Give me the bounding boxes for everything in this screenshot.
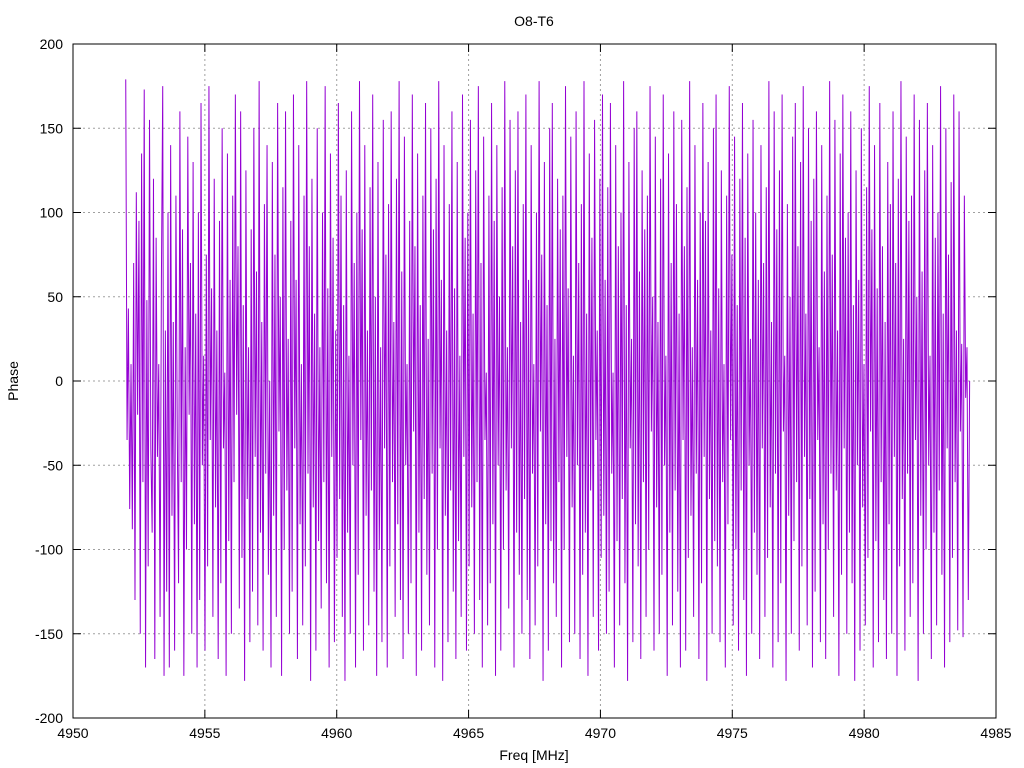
y-tick-label: -200 bbox=[35, 710, 63, 726]
x-tick-label: 4970 bbox=[585, 725, 616, 741]
x-axis-title: Freq [MHz] bbox=[499, 747, 568, 763]
x-tick-label: 4985 bbox=[980, 725, 1011, 741]
chart-title: O8-T6 bbox=[514, 13, 554, 29]
y-tick-label: 50 bbox=[47, 289, 63, 305]
series-layer bbox=[125, 79, 971, 681]
y-tick-label: -150 bbox=[35, 626, 63, 642]
y-tick-label: 100 bbox=[40, 205, 64, 221]
x-tick-label: 4950 bbox=[57, 725, 88, 741]
tick-labels: 4950 4955 4960 4965 4970 4975 4980 4985 -200 -150… bbox=[35, 36, 1012, 741]
y-tick-label: 150 bbox=[40, 120, 64, 136]
series-line-0 bbox=[125, 79, 971, 681]
x-tick-label: 4960 bbox=[321, 725, 352, 741]
x-tick-label: 4980 bbox=[849, 725, 880, 741]
y-axis-title: Phase bbox=[5, 361, 21, 401]
x-tick-label: 4965 bbox=[453, 725, 484, 741]
y-tick-label: 0 bbox=[55, 373, 63, 389]
y-tick-label: -100 bbox=[35, 542, 63, 558]
y-tick-label: 200 bbox=[40, 36, 64, 52]
y-tick-label: -50 bbox=[43, 457, 63, 473]
x-tick-label: 4955 bbox=[189, 725, 220, 741]
x-tick-label: 4975 bbox=[717, 725, 748, 741]
plot-frame bbox=[72, 43, 997, 719]
